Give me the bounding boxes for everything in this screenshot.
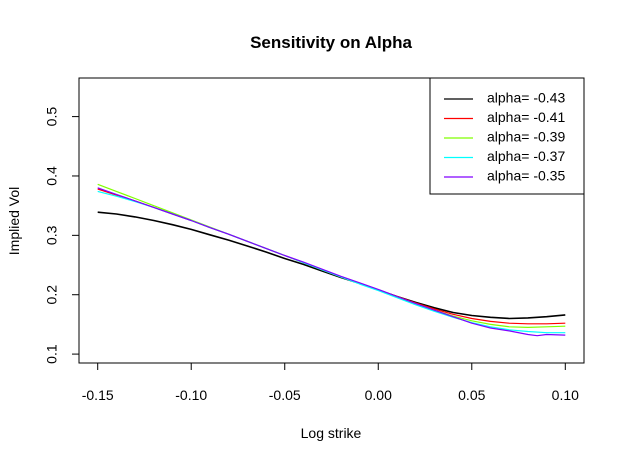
y-tick-label: 0.1	[44, 344, 60, 364]
legend-label: alpha= -0.35	[487, 168, 565, 184]
x-axis-label: Log strike	[301, 425, 362, 441]
y-tick-label: 0.4	[44, 166, 60, 186]
series-line	[97, 188, 566, 325]
x-tick-label: -0.10	[175, 387, 207, 403]
series-line	[97, 183, 566, 328]
chart-title: Sensitivity on Alpha	[250, 33, 412, 52]
legend-label: alpha= -0.43	[487, 90, 565, 106]
x-tick-label: -0.05	[269, 387, 301, 403]
y-tick-label: 0.3	[44, 225, 60, 245]
legend-label: alpha= -0.37	[487, 148, 565, 164]
series-line	[97, 211, 566, 320]
x-tick-label: 0.00	[365, 387, 392, 403]
legend: alpha= -0.43 alpha= -0.41 alpha= -0.39 alph…	[429, 77, 585, 195]
y-tick-label: 0.2	[44, 285, 60, 305]
x-tick-label: -0.15	[82, 387, 114, 403]
x-axis: -0.15 -0.10 -0.05 0.00 0.05 0.10	[82, 362, 579, 403]
y-axis-label: Implied Vol	[6, 187, 22, 255]
legend-label: alpha= -0.39	[487, 129, 565, 145]
series-lines	[97, 183, 566, 337]
legend-label: alpha= -0.41	[487, 109, 565, 125]
x-tick-label: 0.05	[458, 387, 485, 403]
legend-box	[429, 77, 585, 195]
series-line	[97, 187, 566, 337]
y-tick-label: 0.5	[44, 107, 60, 127]
y-axis: 0.1 0.2 0.3 0.4 0.5	[44, 107, 80, 364]
x-tick-label: 0.10	[552, 387, 579, 403]
